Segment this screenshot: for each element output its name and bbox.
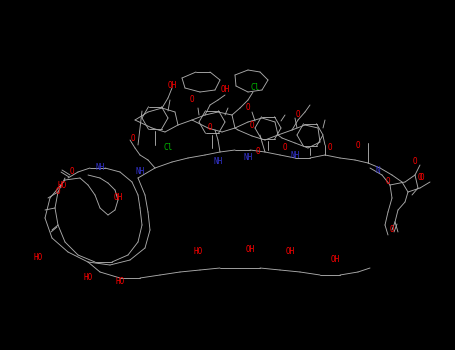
Text: O: O bbox=[246, 104, 250, 112]
Text: OH: OH bbox=[113, 194, 123, 203]
Text: NH: NH bbox=[243, 154, 253, 162]
Text: O: O bbox=[413, 158, 417, 167]
Text: O: O bbox=[207, 124, 212, 133]
Text: NH: NH bbox=[136, 168, 145, 176]
Text: O: O bbox=[131, 133, 135, 142]
Text: O: O bbox=[386, 177, 390, 187]
Text: O: O bbox=[56, 188, 61, 196]
Text: O: O bbox=[283, 144, 287, 153]
Text: OH: OH bbox=[245, 245, 255, 254]
Text: HO: HO bbox=[83, 273, 93, 282]
Text: HO: HO bbox=[116, 278, 125, 287]
Text: OH: OH bbox=[220, 85, 230, 94]
Text: Cl: Cl bbox=[250, 84, 260, 92]
Text: NH: NH bbox=[213, 158, 222, 167]
Text: HO: HO bbox=[33, 253, 43, 262]
Text: HO: HO bbox=[193, 247, 202, 257]
Text: NH: NH bbox=[290, 150, 300, 160]
Text: O: O bbox=[70, 168, 74, 176]
Text: O: O bbox=[190, 96, 194, 105]
Text: O: O bbox=[328, 144, 332, 153]
Text: OH: OH bbox=[167, 80, 177, 90]
Text: OH: OH bbox=[330, 256, 339, 265]
Text: N: N bbox=[376, 166, 380, 175]
Text: O: O bbox=[420, 174, 425, 182]
Text: O: O bbox=[356, 140, 360, 149]
Text: OH: OH bbox=[285, 247, 295, 257]
Text: O: O bbox=[296, 111, 300, 119]
Text: NH: NH bbox=[96, 163, 105, 173]
Text: O: O bbox=[418, 174, 422, 182]
Text: O: O bbox=[250, 120, 254, 130]
Text: O: O bbox=[256, 147, 260, 156]
Text: O: O bbox=[389, 225, 394, 234]
Text: HO: HO bbox=[57, 181, 66, 189]
Text: Cl: Cl bbox=[163, 144, 172, 153]
